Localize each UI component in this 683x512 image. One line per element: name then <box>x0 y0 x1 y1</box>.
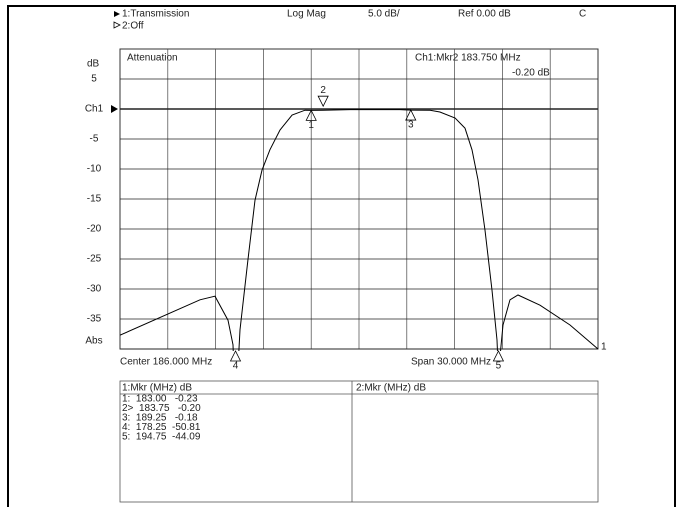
marker <box>405 109 417 121</box>
trace2-indicator <box>113 21 121 29</box>
marker-table-row: 5: 194.75 -44.09 <box>122 432 201 443</box>
marker <box>317 95 329 108</box>
marker-label: 4 <box>233 361 239 372</box>
marker-table-row: 2> 183.75 -0.20 <box>122 403 201 414</box>
marker-label: 1 <box>308 120 314 131</box>
marker <box>229 350 242 362</box>
marker-table-row: 3: 189.25 -0.18 <box>122 413 198 424</box>
y-tick-label: Ch1 <box>85 104 104 115</box>
y-tick-label: 5 <box>91 74 97 85</box>
y-tick-label: -10 <box>87 164 102 175</box>
marker <box>305 109 317 121</box>
span-label: Span 30.000 MHz <box>411 357 491 368</box>
marker-table-row: 4: 178.25 -50.81 <box>122 422 201 433</box>
y-tick-label: -20 <box>87 224 102 235</box>
active-marker-value: -0.20 dB <box>512 68 550 79</box>
y-tick-label: Abs <box>85 336 102 347</box>
ref-label: Ref 0.00 dB <box>458 9 511 20</box>
trace1-label: 1:Transmission <box>122 9 189 20</box>
scale-label: 5.0 dB/ <box>368 9 400 20</box>
trace1-indicator <box>114 11 120 17</box>
y-tick-label: -35 <box>87 314 102 325</box>
marker-table <box>119 380 599 503</box>
trace-label: 1 <box>601 342 607 353</box>
table-header: 1:Mkr (MHz) dB <box>122 383 192 394</box>
y-tick-label: -25 <box>87 254 102 265</box>
ref-position-arrow <box>111 105 118 113</box>
chart-title: Attenuation <box>127 53 178 64</box>
y-axis-label: dB <box>87 59 100 70</box>
y-tick-label: -5 <box>90 134 99 145</box>
center-label: Center 186.000 MHz <box>120 357 212 368</box>
table-header: 2:Mkr (MHz) dB <box>356 383 426 394</box>
y-tick-label: -30 <box>87 284 102 295</box>
marker-label: 2 <box>320 85 326 96</box>
marker-table-row: 1: 183.00 -0.23 <box>122 394 198 405</box>
marker-label: 5 <box>496 361 502 372</box>
marker-label: 3 <box>408 120 414 131</box>
screen-border <box>7 5 676 512</box>
trace2-label: 2:Off <box>122 21 144 32</box>
y-tick-label: -15 <box>87 194 102 205</box>
trace <box>120 109 599 351</box>
format-label: Log Mag <box>287 9 326 20</box>
active-marker: Ch1:Mkr2 183.750 MHz <box>415 53 521 64</box>
marker <box>492 350 505 362</box>
corner-label: C <box>579 9 586 20</box>
